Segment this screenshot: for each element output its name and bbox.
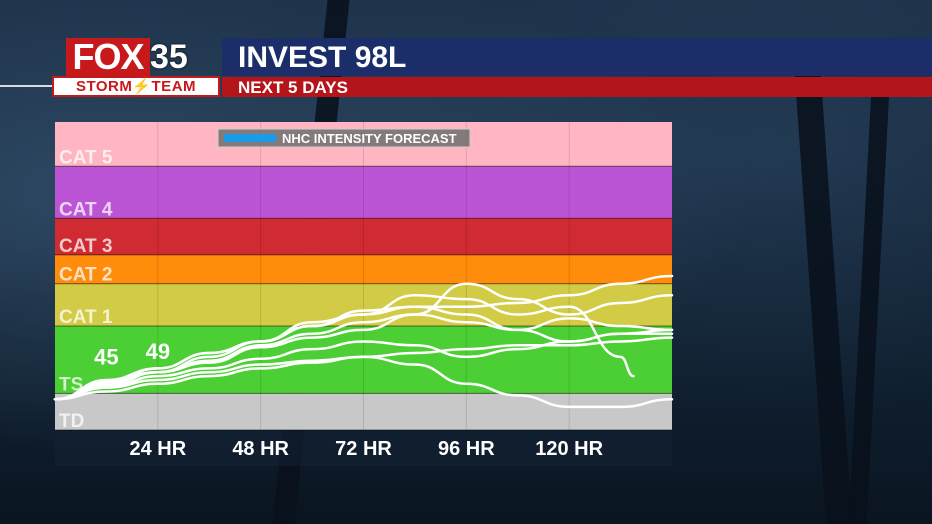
fox-logo: FOX <box>66 38 150 76</box>
data-label: 45 <box>94 345 118 370</box>
page-title: INVEST 98L <box>238 41 407 74</box>
category-band <box>55 393 672 430</box>
forecast-line <box>53 328 674 401</box>
x-tick-label: 72 HR <box>335 438 392 460</box>
legend-swatch <box>224 134 276 142</box>
forecast-line <box>53 336 674 401</box>
category-label: CAT 4 <box>59 199 113 220</box>
category-label: CAT 1 <box>59 307 113 328</box>
title-bar <box>222 38 932 76</box>
category-band <box>55 326 672 394</box>
x-tick-label: 48 HR <box>232 438 289 460</box>
category-label: CAT 3 <box>59 236 112 257</box>
category-label: CAT 2 <box>59 265 112 286</box>
category-label: TD <box>59 411 84 432</box>
data-label: 49 <box>146 339 170 364</box>
storm-team-logo: STORM⚡TEAM <box>52 76 220 97</box>
x-tick-label: 120 HR <box>535 438 603 460</box>
category-band <box>55 254 672 284</box>
category-label: CAT 5 <box>59 147 113 168</box>
x-tick-label: 96 HR <box>438 438 495 460</box>
category-band <box>55 218 672 255</box>
legend-box <box>217 128 471 148</box>
forecast-line <box>53 293 635 401</box>
subtitle-bar <box>222 77 932 97</box>
header-accent-line <box>0 85 52 87</box>
page-subtitle: NEXT 5 DAYS <box>238 78 348 97</box>
x-axis-panel <box>55 430 672 466</box>
legend-label: NHC INTENSITY FORECAST <box>282 131 457 146</box>
x-tick-label: 24 HR <box>129 438 186 460</box>
fox-logo-number: 35 <box>150 38 188 76</box>
category-label: TS <box>59 374 83 395</box>
category-band <box>55 166 672 219</box>
